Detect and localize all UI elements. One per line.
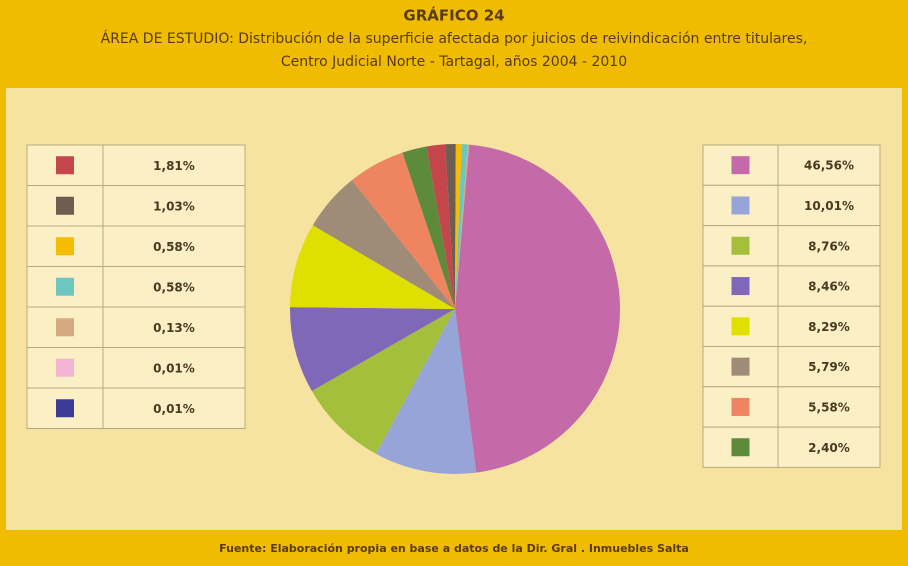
legend-swatch: [731, 196, 750, 215]
legend-cell: [777, 265, 881, 307]
pie-slice: [311, 309, 455, 454]
legend-label: 1,81%: [153, 159, 195, 173]
legend-swatch: [731, 397, 750, 416]
legend-label: 5,79%: [808, 360, 850, 374]
pie-slice: [455, 144, 462, 309]
legend-label: 0,01%: [153, 361, 195, 375]
chart-subtitle: ÁREA DE ESTUDIO: Distribución de la supe…: [101, 30, 808, 47]
legend-label: 2,40%: [808, 441, 850, 455]
legend-label: 8,76%: [808, 239, 850, 253]
legend-cell: [102, 306, 246, 348]
legend-swatch: [56, 358, 74, 377]
legend-swatch: [56, 318, 74, 337]
pie-slice: [351, 152, 455, 309]
legend-cell: [102, 387, 246, 429]
legend-label: 46,56%: [804, 159, 854, 173]
legend-label: 0,01%: [153, 402, 195, 416]
pie-slice: [290, 307, 455, 392]
pie-slice: [375, 309, 477, 474]
legend-cell: [777, 305, 881, 348]
legend-cell: [777, 225, 881, 267]
pie-slice: [455, 144, 620, 473]
legend-swatch: [731, 156, 750, 175]
legend-cell: [777, 184, 881, 227]
legend-swatch: [731, 277, 750, 296]
legend-cell: [102, 185, 246, 227]
legend-swatch: [56, 277, 74, 296]
legend-cell: [777, 144, 881, 186]
pie-slice: [445, 144, 456, 309]
legend-cell: [102, 347, 246, 389]
legend-swatch: [56, 156, 74, 175]
legend-label: 8,46%: [808, 280, 850, 294]
pie-slice: [426, 144, 455, 309]
legend-cell: [777, 386, 881, 428]
pie-slice: [312, 180, 455, 309]
legend-cell: [102, 144, 246, 186]
pie-slice: [455, 144, 470, 309]
source-note: Fuente: Elaboración propia en base a dat…: [219, 542, 689, 555]
pie-slice: [402, 146, 455, 309]
legend-label: 1,03%: [153, 199, 195, 213]
legend-swatch: [731, 236, 750, 255]
legend-swatch: [731, 438, 750, 457]
legend-swatch: [731, 317, 750, 336]
legend-label: 8,29%: [808, 320, 850, 334]
pie-slice: [290, 225, 455, 309]
legend-label: 0,58%: [153, 240, 195, 254]
legend-label: 0,13%: [153, 321, 195, 335]
pie-slice: [455, 144, 468, 309]
pie-slice: [455, 144, 470, 309]
legend-swatch: [731, 357, 750, 376]
legend-cell: [777, 426, 881, 468]
legend-cell: [102, 266, 246, 308]
chart-title: GRÁFICO 24: [403, 6, 504, 25]
legend-label: 10,01%: [804, 199, 854, 213]
chart-subtitle: Centro Judicial Norte - Tartagal, años 2…: [281, 54, 627, 70]
legend-label: 0,58%: [153, 280, 195, 294]
legend-cell: [102, 225, 246, 267]
legend-label: 5,58%: [808, 400, 850, 414]
legend-swatch: [56, 237, 74, 256]
legend-swatch: [56, 196, 74, 215]
legend-cell: [777, 346, 881, 388]
legend-swatch: [56, 399, 74, 418]
pie-slice: [455, 144, 470, 309]
